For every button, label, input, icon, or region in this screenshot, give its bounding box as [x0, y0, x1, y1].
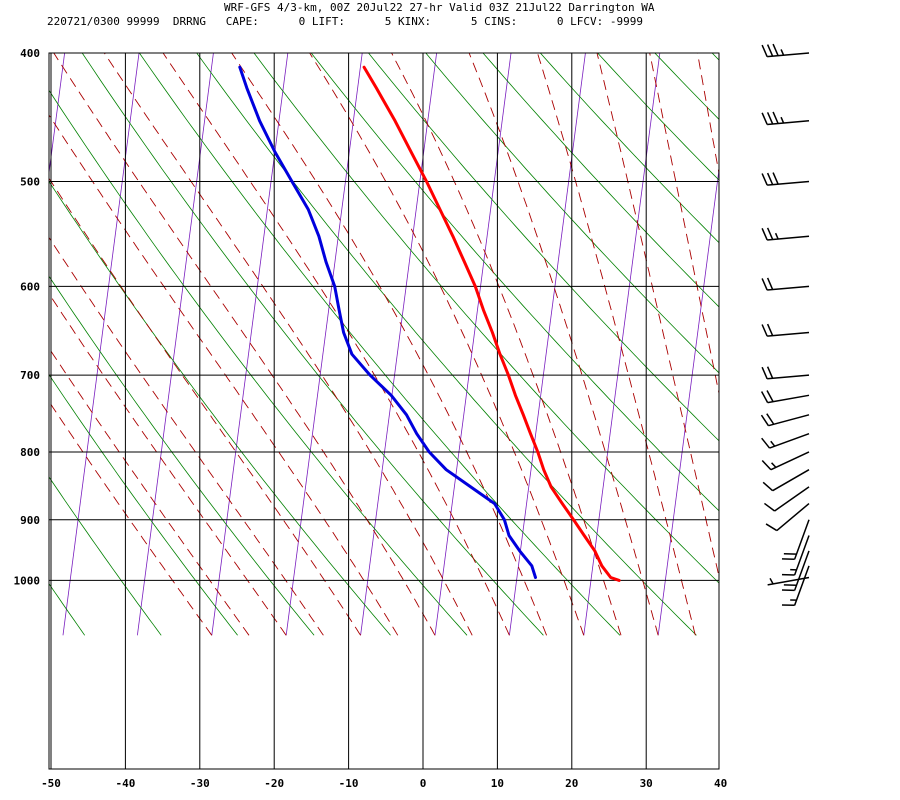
dry-adiabat-line: [49, 476, 162, 636]
wind-barb: [761, 451, 810, 471]
isotherms: [49, 23, 900, 636]
wind-barb: [762, 469, 810, 492]
sounding-indices: 220721/0300 99999 DRRNG CAPE: 0 LIFT: 5 …: [47, 15, 644, 28]
dry-adiabat-line: [49, 275, 315, 636]
wind-barb: [765, 502, 810, 532]
moist-adiabat-line: [231, 53, 548, 636]
dewpoint-profile: [238, 65, 537, 579]
isotherm-line: [136, 53, 214, 636]
plot-border: [48, 52, 720, 770]
isotherm-line: [807, 23, 887, 635]
wind-barb: [761, 366, 810, 380]
wind-barb: [761, 432, 810, 449]
x-tick-label: -20: [264, 777, 284, 790]
y-tick-label: 500: [20, 175, 40, 188]
x-tick-label: -30: [190, 777, 210, 790]
y-tick-label: 600: [20, 280, 40, 293]
x-tick-label: 30: [640, 777, 653, 790]
wind-barb: [763, 486, 810, 512]
moist-adiabat-line: [49, 400, 213, 636]
isotherm-line: [360, 53, 438, 636]
wind-barb: [760, 413, 810, 427]
wind-barb: [761, 111, 810, 126]
isotherm-line: [285, 53, 363, 636]
y-tick-label: 900: [20, 514, 40, 527]
y-tick-label: 700: [20, 369, 40, 382]
y-tick-label: 400: [20, 47, 40, 60]
moist-adiabat-line: [309, 53, 585, 636]
isotherm-line: [211, 53, 289, 636]
isotherm-line: [657, 166, 719, 636]
dry-adiabat-line: [796, 24, 900, 636]
wind-barb: [781, 550, 810, 592]
chart-title: WRF-GFS 4/3-km, 00Z 20Jul22 27-hr Valid …: [224, 1, 655, 14]
moist-adiabat-line: [162, 53, 510, 636]
moist-adiabat-line: [468, 53, 659, 636]
x-tick-label: 20: [565, 777, 578, 790]
profiles: [238, 65, 621, 582]
isotherm-line: [434, 53, 512, 636]
isotherm-line: [508, 53, 586, 636]
moist-adiabat-line: [49, 236, 324, 636]
plot-area: [49, 53, 719, 769]
wind-barb: [760, 390, 810, 404]
wind-barb: [761, 323, 810, 337]
isotherm-line: [62, 53, 140, 636]
wind-barb: [781, 535, 810, 576]
x-tick-label: 0: [420, 777, 427, 790]
temperature-profile: [362, 65, 621, 582]
grid-lines: [48, 52, 720, 770]
x-tick-label: -10: [339, 777, 359, 790]
axis-labels: -50 -40 -30 -20 -10 0 10 20 30 40 400 500 600 700 800 9…: [14, 47, 728, 790]
moist-adiabat-line: [49, 347, 250, 636]
x-tick-label: -50: [41, 777, 61, 790]
wind-barb: [781, 519, 810, 560]
y-tick-label: 800: [20, 446, 40, 459]
dry-adiabat-line: [853, 24, 900, 636]
wind-barbs: [760, 43, 810, 607]
x-tick-label: -40: [115, 777, 135, 790]
dry-adiabat-line: [49, 180, 391, 636]
x-tick-label: 40: [714, 777, 727, 790]
isotherm-line: [583, 53, 661, 636]
isotherm-line: [49, 53, 66, 176]
wind-barb: [761, 172, 810, 186]
wind-barb: [781, 565, 810, 607]
x-tick-label: 10: [491, 777, 504, 790]
wind-barb: [761, 277, 810, 291]
wind-barb: [761, 43, 810, 58]
wind-barb: [761, 227, 810, 241]
dry-adiabat-line: [49, 373, 238, 636]
isotherm-line: [881, 23, 900, 635]
wind-barb: [767, 576, 810, 586]
y-tick-label: 1000: [14, 574, 41, 587]
